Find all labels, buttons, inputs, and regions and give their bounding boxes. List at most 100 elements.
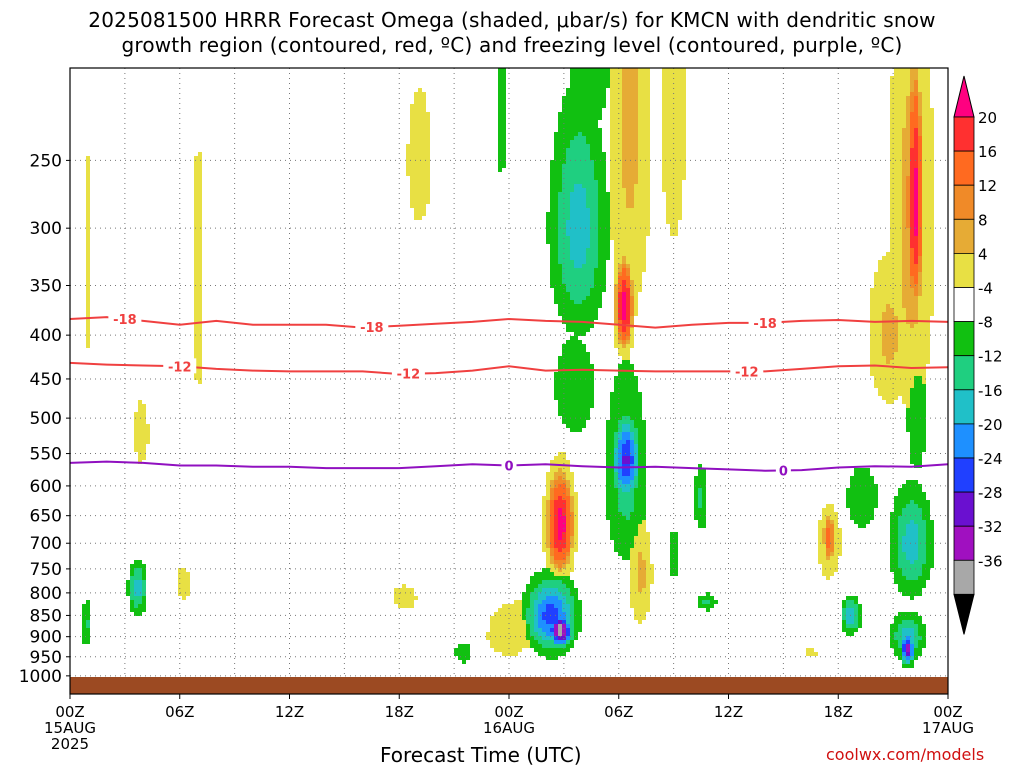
omega-cell [638,148,642,152]
omega-cell [894,580,898,584]
omega-cell [606,196,610,200]
omega-cell [910,236,914,240]
omega-cell [578,240,582,244]
omega-cell [590,388,594,392]
omega-cell [890,520,894,524]
omega-cell [574,204,578,208]
omega-cell [554,520,558,524]
omega-cell [558,564,562,568]
omega-cell [406,172,410,176]
omega-cell [618,76,622,80]
omega-cell [194,312,198,316]
omega-cell [918,392,922,396]
omega-cell [618,420,622,424]
omega-cell [418,180,422,184]
omega-cell [562,604,566,608]
omega-cell [882,344,886,348]
omega-cell [414,152,418,156]
omega-cell [614,404,618,408]
omega-cell [650,564,654,568]
omega-cell [682,76,686,80]
omega-cell [830,564,834,568]
omega-cell [586,376,590,380]
omega-cell [886,276,890,280]
omega-cell [882,396,886,400]
omega-cell [910,448,914,452]
omega-cell [610,100,614,104]
omega-cell [898,240,902,244]
omega-cell [558,512,562,516]
omega-cell [638,536,642,540]
omega-cell [554,184,558,188]
omega-cell [562,184,566,188]
omega-cell [566,148,570,152]
omega-cell [614,248,618,252]
omega-cell [638,80,642,84]
omega-cell [590,120,594,124]
omega-cell [706,604,710,608]
omega-cell [602,240,606,244]
omega-cell [902,528,906,532]
omega-cell [578,260,582,264]
omega-cell [578,160,582,164]
omega-cell [898,136,902,140]
omega-cell [902,96,906,100]
omega-cell [570,508,574,512]
omega-cell [926,88,930,92]
omega-cell [630,220,634,224]
omega-cell [682,132,686,136]
omega-cell [558,524,562,528]
omega-cell [418,144,422,148]
omega-cell [670,212,674,216]
omega-cell [498,140,502,144]
omega-cell [902,536,906,540]
omega-cell [862,492,866,496]
omega-cell [558,500,562,504]
omega-cell [134,600,138,604]
omega-cell [634,180,638,184]
omega-cell [918,152,922,156]
omega-cell [898,140,902,144]
omega-cell [626,436,630,440]
omega-cell [630,588,634,592]
omega-cell [898,508,902,512]
omega-cell [414,160,418,164]
omega-cell [914,132,918,136]
omega-cell [622,460,626,464]
omega-cell [418,160,422,164]
omega-cell [630,600,634,604]
omega-cell [682,88,686,92]
omega-cell [906,552,910,556]
omega-cell [546,480,550,484]
omega-cell [602,248,606,252]
omega-cell [610,432,614,436]
omega-cell [410,164,414,168]
omega-cell [646,76,650,80]
omega-cell [602,92,606,96]
omega-cell [898,200,902,204]
omega-cell [570,556,574,560]
omega-cell [638,272,642,276]
omega-cell [846,504,850,508]
omega-cell [918,200,922,204]
omega-cell [630,120,634,124]
omega-cell [914,228,918,232]
omega-cell [610,96,614,100]
omega-cell [502,616,506,620]
omega-cell [674,556,678,560]
omega-cell [922,280,926,284]
omega-cell [922,140,926,144]
omega-cell [578,224,582,228]
omega-cell [854,476,858,480]
omega-cell [562,544,566,548]
omega-cell [638,600,642,604]
omega-cell [498,124,502,128]
omega-cell [550,200,554,204]
omega-cell [562,344,566,348]
omega-cell [622,404,626,408]
omega-cell [586,244,590,248]
omega-cell [894,268,898,272]
omega-cell [414,132,418,136]
omega-cell [694,492,698,496]
omega-cell [914,252,918,256]
